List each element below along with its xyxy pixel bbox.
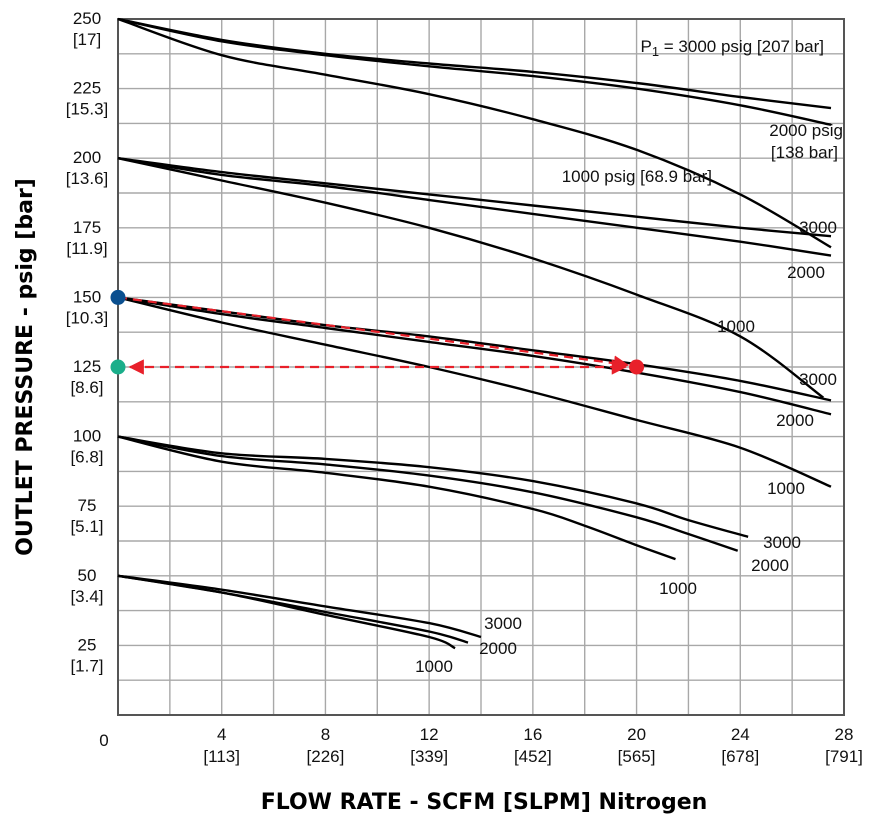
annotation-point-1 <box>110 289 126 305</box>
x-axis-title: FLOW RATE - SCFM [SLPM] Nitrogen <box>261 790 708 815</box>
x-tick-label: 28 <box>835 725 854 744</box>
curve-label-part: = 3000 psig [207 bar] <box>659 37 824 56</box>
x-tick-label: 24 <box>731 725 750 744</box>
curve-label-200-3000: 3000 <box>799 218 837 237</box>
curve-200-psig-inlet-2000 <box>117 157 832 257</box>
x-tick-label: 16 <box>523 725 542 744</box>
y-tick-label: 175 <box>73 218 101 237</box>
y-tick-label: 100 <box>73 427 101 446</box>
curve-label-100-2000: 2000 <box>751 556 789 575</box>
y-axis-title: OUTLET PRESSURE - psig [bar] <box>13 178 38 556</box>
curve-label-250-3000: P1 = 3000 psig [207 bar] <box>640 37 824 59</box>
curve-100-psig-inlet-1000 <box>117 435 676 561</box>
y-tick-label: 125 <box>73 357 101 376</box>
x-tick-label: 8 <box>321 725 330 744</box>
curve-label-50-2000: 2000 <box>479 639 517 658</box>
y-tick-sublabel: [17] <box>73 30 101 49</box>
x-tick-label: 0 <box>99 731 108 750</box>
annotation-point-2 <box>110 359 126 375</box>
y-tick-sublabel: [3.4] <box>70 587 103 606</box>
y-tick-sublabel: [8.6] <box>70 378 103 397</box>
curve-150-psig-inlet-2000 <box>117 296 832 416</box>
x-tick-sublabel: [339] <box>410 747 448 766</box>
y-tick-sublabel: [13.6] <box>66 169 109 188</box>
curve-50-psig-inlet-1000 <box>117 574 456 650</box>
droop-reference-line <box>117 296 630 371</box>
curve-150-psig-inlet-3000 <box>117 296 832 402</box>
x-tick-sublabel: [678] <box>721 747 759 766</box>
y-tick-label: 200 <box>73 148 101 167</box>
x-tick-sublabel: [791] <box>825 747 863 766</box>
y-tick-sublabel: [11.9] <box>66 239 107 258</box>
curve-200-psig-inlet-1000 <box>117 157 825 399</box>
x-tick-label: 12 <box>420 725 439 744</box>
curve-label-250-2000: 2000 psig [138 bar] <box>769 121 843 162</box>
x-tick-sublabel: [452] <box>514 747 552 766</box>
annotations <box>110 289 645 375</box>
curve-200-psig-inlet-3000 <box>117 157 832 238</box>
y-tick-label: 75 <box>78 496 97 515</box>
curve-label-part: P <box>640 37 651 56</box>
tick-labels: 250[17]225[15.3]200[13.6]175[11.9]150[10… <box>66 9 863 766</box>
curve-label-200-2000: 2000 <box>787 263 825 282</box>
curve-50-psig-inlet-3000 <box>117 574 482 639</box>
curve-label-150-2000: 2000 <box>776 411 814 430</box>
y-tick-sublabel: [6.8] <box>70 448 103 467</box>
curve-250-psig-inlet-3000 <box>117 17 832 110</box>
y-tick-sublabel: [1.7] <box>70 656 103 675</box>
curve-label-50-1000: 1000 <box>415 657 453 676</box>
y-tick-sublabel: [15.3] <box>66 100 109 119</box>
grid <box>117 18 845 716</box>
curve-label-150-3000: 3000 <box>799 370 837 389</box>
y-tick-label: 225 <box>73 79 101 98</box>
curve-100-psig-inlet-2000 <box>117 435 739 552</box>
y-tick-sublabel: [5.1] <box>70 517 103 536</box>
curve-label-250-1000: 1000 psig [68.9 bar] <box>562 167 712 186</box>
curve-250-psig-inlet-1000 <box>117 17 832 249</box>
y-tick-sublabel: [10.3] <box>66 308 109 327</box>
curve-label-50-3000: 3000 <box>484 614 522 633</box>
y-tick-label: 25 <box>78 635 97 654</box>
annotation-point-3 <box>629 359 645 375</box>
y-tick-label: 250 <box>73 9 101 28</box>
curve-label-100-3000: 3000 <box>763 533 801 552</box>
x-tick-label: 4 <box>217 725 226 744</box>
x-tick-sublabel: [113] <box>203 747 240 766</box>
x-tick-label: 20 <box>627 725 646 744</box>
curve-250-psig-inlet-2000 <box>117 17 832 126</box>
curve-label-part: 1 <box>652 44 659 59</box>
curve-label-150-1000: 1000 <box>767 479 805 498</box>
curve-labels: P1 = 3000 psig [207 bar] 2000 psig [138 ba… <box>415 37 843 676</box>
y-tick-label: 50 <box>78 566 97 585</box>
curve-label-line: 2000 psig <box>769 121 843 140</box>
x-tick-sublabel: [226] <box>307 747 345 766</box>
x-tick-sublabel: [565] <box>618 747 656 766</box>
curve-label-200-1000: 1000 <box>717 317 755 336</box>
curve-label-line: [138 bar] <box>771 143 838 162</box>
curve-100-psig-inlet-3000 <box>117 435 749 538</box>
curve-label-100-1000: 1000 <box>659 579 697 598</box>
y-tick-label: 150 <box>73 287 101 306</box>
curves <box>117 17 832 650</box>
curve-150-psig-inlet-1000 <box>117 296 832 488</box>
